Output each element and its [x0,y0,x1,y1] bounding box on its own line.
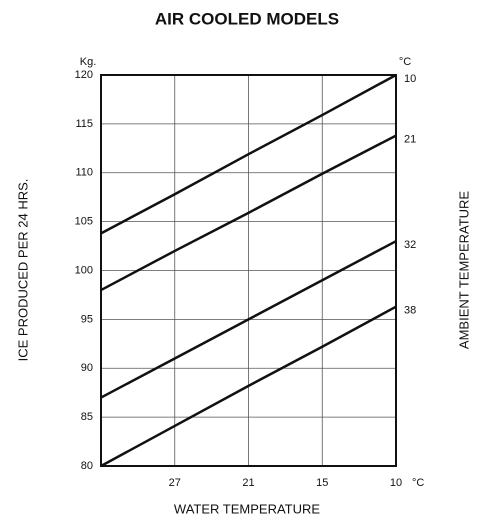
y-tick-label: 100 [75,264,93,276]
x-unit: °C [412,477,424,489]
series-unit: °C [399,56,411,68]
series-label: 10 [404,73,416,85]
y-tick-label: 120 [75,69,93,81]
x-tick-label: 15 [316,477,328,489]
plot-frame [100,74,397,467]
series-line [100,73,397,235]
y-tick-label: 105 [75,216,93,228]
y-tick-label: 80 [81,460,93,472]
y-axis-title: ICE PRODUCED PER 24 HRS. [15,179,30,362]
y-tick-label: 115 [75,118,93,130]
y-tick-label: 90 [81,362,93,374]
y-tick-label: 95 [81,313,93,325]
chart-title: AIR COOLED MODELS [155,9,339,28]
x-tick-label: 21 [242,477,254,489]
y2-axis-title: AMBIENT TEMPERATURE [456,191,471,350]
x-tick-label: 10 [390,477,402,489]
series-label: 32 [404,239,416,251]
y-tick-label: 85 [81,411,93,423]
x-tick-label: 27 [169,477,181,489]
series-label: 38 [404,305,416,317]
y-tick-label: 110 [75,167,93,179]
series-line [100,134,397,292]
x-axis-title: WATER TEMPERATURE [174,501,320,516]
series-line [100,240,397,399]
series-line [100,305,397,468]
series-label: 21 [404,134,416,146]
y-unit: Kg. [80,56,97,68]
